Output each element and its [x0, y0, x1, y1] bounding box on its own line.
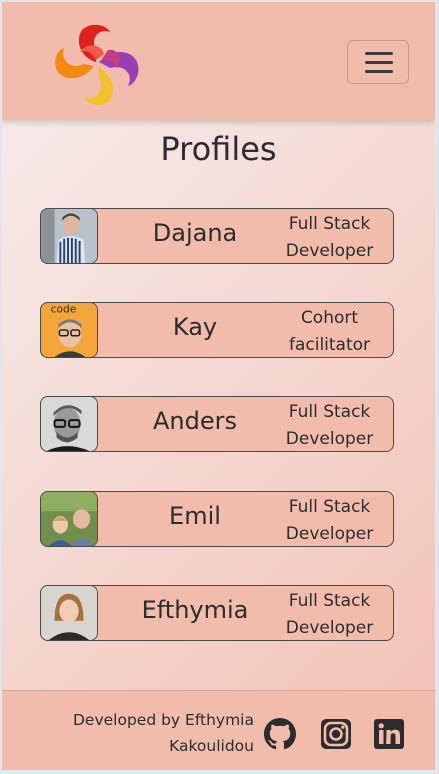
- dajana-avatar: [39, 207, 98, 264]
- profile-role: Full Stack Developer: [285, 402, 374, 449]
- profile-name: Emil: [169, 502, 221, 530]
- anders-avatar: [39, 395, 98, 452]
- swirl-logo-icon[interactable]: [52, 22, 142, 107]
- profile-name: Dajana: [152, 219, 238, 247]
- hamburger-menu-button[interactable]: [347, 40, 409, 84]
- hamburger-menu-icon: [365, 52, 393, 55]
- avatar-code-text: code: [50, 303, 76, 315]
- profile-name: Efthymia: [141, 596, 249, 624]
- profile-role: Full Stack Developer: [285, 497, 374, 544]
- profile-name: Anders: [153, 407, 237, 435]
- hamburger-bar: [365, 70, 393, 73]
- profile-role: Full Stack Developer: [285, 591, 374, 638]
- app-frame: Profiles Dajana Full Stack Developer cod…: [2, 2, 435, 770]
- page-footer: Developed by Efthymia Kakoulidou: [2, 690, 435, 770]
- page-title: Profiles: [160, 130, 277, 168]
- footer-credit: Developed by Efthymia Kakoulidou: [72, 711, 254, 755]
- profile-card-efthymia[interactable]: Efthymia Full Stack Developer: [39, 584, 394, 641]
- profile-name: Kay: [172, 313, 218, 341]
- top-navbar: [2, 2, 435, 120]
- instagram-icon[interactable]: [320, 718, 352, 750]
- efthymia-avatar: [39, 584, 98, 641]
- linkedin-icon[interactable]: [373, 718, 405, 750]
- kay-avatar: code: [39, 301, 98, 358]
- profile-card-emil[interactable]: Emil Full Stack Developer: [39, 490, 394, 547]
- profile-role: Full Stack Developer: [285, 214, 374, 261]
- emil-avatar: [39, 490, 98, 547]
- hamburger-bar: [365, 61, 393, 64]
- github-icon[interactable]: [264, 718, 296, 750]
- profile-card-dajana[interactable]: Dajana Full Stack Developer: [39, 207, 394, 264]
- profile-card-anders[interactable]: Anders Full Stack Developer: [39, 395, 394, 452]
- profile-card-kay[interactable]: code Kay Cohort facilitator: [39, 301, 394, 358]
- profile-role: Cohort facilitator: [288, 308, 371, 355]
